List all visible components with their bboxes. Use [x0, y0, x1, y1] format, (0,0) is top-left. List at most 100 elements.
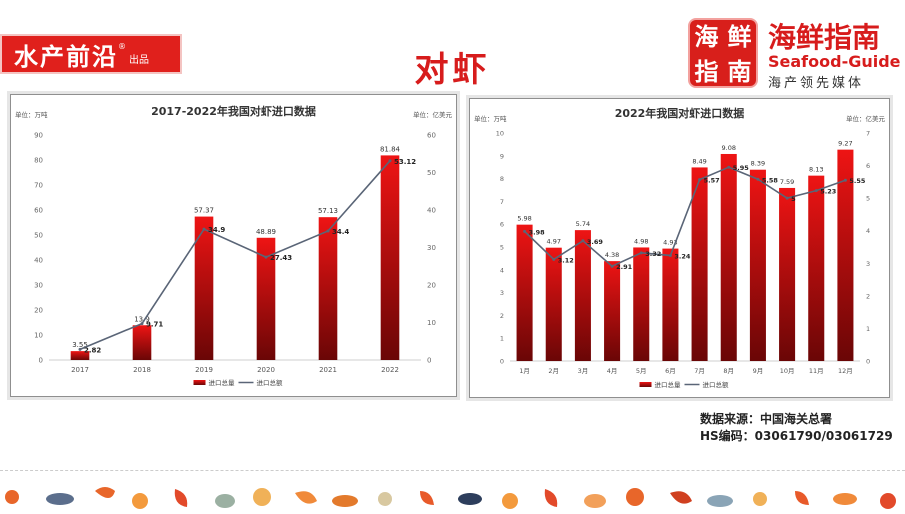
right-tick-label: 7: [866, 130, 870, 138]
bar-value-label: 13.9: [134, 315, 150, 323]
logo-char: 指: [694, 58, 719, 86]
right-axis-unit: 单位：亿美元: [413, 110, 453, 119]
bar: [132, 325, 152, 360]
bar: [662, 248, 679, 361]
x-tick-label: 8月: [723, 367, 734, 375]
bar: [318, 217, 338, 360]
line-value-label: 5.23: [820, 188, 836, 196]
line-point: [668, 253, 672, 257]
bar: [779, 187, 796, 361]
left-tick-label: 8: [500, 175, 504, 183]
x-tick-label: 4月: [607, 367, 618, 375]
left-tick-label: 10: [496, 130, 504, 138]
left-tick-label: 20: [34, 307, 43, 315]
x-tick-label: 11月: [809, 367, 824, 375]
right-tick-label: 1: [866, 325, 870, 333]
logo-tagline: 海产领先媒体: [768, 76, 865, 91]
line-point: [639, 251, 643, 255]
brand-badge: 水产前沿 ® 出品: [0, 34, 182, 74]
line-point: [814, 189, 818, 193]
bar-value-label: 9.27: [838, 140, 852, 148]
line-point: [785, 196, 789, 200]
bar: [808, 175, 825, 361]
left-tick-label: 10: [34, 332, 43, 340]
bar-value-label: 4.98: [634, 237, 648, 245]
line-point: [202, 227, 206, 231]
line-value-label: 34.4: [332, 228, 349, 236]
left-tick-label: 3: [500, 289, 504, 297]
x-tick-label: 10月: [780, 367, 795, 375]
line-value-label: 3.12: [558, 256, 574, 264]
line-point: [78, 347, 82, 351]
legend-bar-swatch: [193, 380, 206, 385]
bar-value-label: 81.84: [380, 145, 401, 153]
logo-char: 鲜: [727, 23, 752, 51]
bar-value-label: 8.13: [809, 166, 823, 174]
line-point: [264, 255, 268, 259]
page-title: 对虾: [414, 50, 491, 90]
logo-char: 海: [694, 23, 719, 51]
logo-name: 海鲜指南: [768, 21, 881, 54]
x-tick-label: 9月: [753, 367, 764, 375]
left-tick-label: 6: [500, 221, 504, 229]
right-tick-label: 6: [866, 162, 870, 170]
bar-value-label: 57.13: [318, 207, 338, 215]
bar-value-label: 4.97: [547, 238, 561, 246]
line-value-label: 5: [791, 195, 796, 203]
line-point: [523, 229, 527, 233]
x-tick-label: 2020: [257, 366, 275, 374]
bar: [720, 153, 737, 361]
brand-sub: 出品: [129, 55, 149, 66]
bar-value-label: 9.08: [722, 144, 736, 152]
line-value-label: 5.58: [762, 176, 779, 184]
line-value-label: 2.91: [616, 263, 633, 271]
left-tick-label: 70: [34, 182, 43, 190]
line-value-label: 3.98: [529, 228, 546, 236]
left-tick-label: 1: [500, 335, 504, 343]
left-axis-unit: 单位：万吨: [15, 110, 48, 119]
right-tick-label: 30: [427, 244, 436, 252]
left-tick-label: 9: [500, 152, 504, 160]
annual-import-chart: 2017-2022年我国对虾进口数据 单位：万吨 单位：亿美元 0 10 20 30 40 50…: [15, 104, 453, 387]
line-point: [843, 178, 847, 182]
bar-value-label: 4.93: [663, 239, 677, 247]
bar-value-label: 7.59: [780, 178, 794, 186]
line-value-label: 3.32: [645, 250, 661, 258]
right-tick-label: 2: [866, 292, 870, 300]
bar-value-label: 5.98: [517, 215, 531, 223]
bar: [70, 351, 90, 360]
brand-name: 水产前沿: [14, 42, 118, 71]
chart-title: 2022年我国对虾进口数据: [615, 106, 745, 120]
left-tick-label: 40: [34, 257, 43, 265]
line-point: [756, 177, 760, 181]
bar-value-label: 4.38: [605, 251, 619, 259]
line-value-label: 3.69: [587, 238, 604, 246]
hs-code-line: HS编码：03061790/03061729: [700, 429, 893, 443]
legend-line-label: 进口总额: [257, 378, 284, 387]
line-point: [388, 159, 392, 163]
left-tick-label: 80: [34, 157, 43, 165]
left-tick-label: 7: [500, 198, 504, 206]
seafood-illustrations-icon: [5, 487, 896, 509]
line-value-label: 9.71: [146, 321, 163, 329]
chart-panel-annual: 2017-2022年我国对虾进口数据 单位：万吨 单位：亿美元 0 10 20 30 40 50…: [10, 94, 457, 397]
left-tick-label: 0: [500, 358, 504, 366]
bar: [256, 237, 276, 360]
legend-line-label: 进口总额: [703, 380, 730, 389]
right-tick-label: 10: [427, 319, 436, 327]
legend-bar-label: 进口总量: [655, 380, 682, 389]
right-tick-label: 4: [866, 227, 870, 235]
brand-registered-mark: ®: [118, 42, 126, 51]
left-tick-label: 0: [39, 357, 43, 365]
right-tick-label: 40: [427, 207, 436, 215]
line-value-label: 5.55: [849, 177, 866, 185]
x-tick-label: 7月: [694, 367, 705, 375]
x-tick-label: 5月: [636, 367, 647, 375]
x-tick-label: 6月: [665, 367, 676, 375]
legend-bar-swatch: [639, 382, 652, 387]
chart-panel-monthly: 2022年我国对虾进口数据 单位：万吨 单位：亿美元 0 1 2 3 4 5 6 7 8 9 10 0 1 2 3…: [469, 98, 890, 398]
bar: [691, 167, 708, 361]
right-tick-label: 60: [427, 132, 436, 140]
line-point: [581, 239, 585, 243]
